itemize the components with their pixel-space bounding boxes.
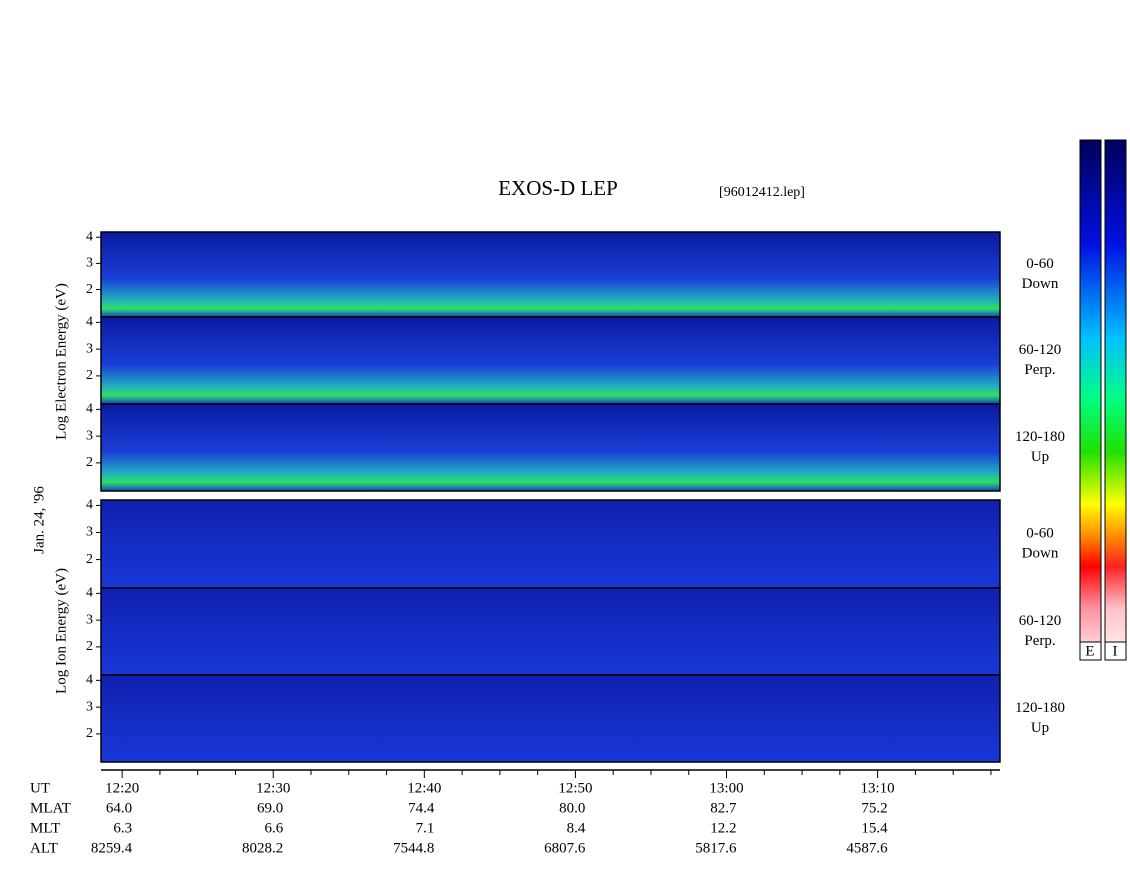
ephemeris-value: 80.0 [559,800,585,816]
ephemeris-value: 74.4 [408,800,435,816]
ephemeris-value: 8.4 [567,820,586,836]
y-tick-label: 4 [86,498,93,513]
panel-direction: Down [1022,545,1059,561]
ephemeris-value: 8259.4 [91,840,133,856]
panel-angle: 60-120 [1019,613,1062,629]
ephemeris-value: 64.0 [106,800,132,816]
x-tick-label: 13:00 [709,780,743,796]
ephemeris-value: 15.4 [861,820,888,836]
y-tick-label: 3 [86,699,93,714]
y-tick-label: 3 [86,341,93,356]
ephemeris-name: MLT [30,820,60,836]
ephemeris-value: 12.2 [710,820,736,836]
spectrogram-panel [100,587,1001,676]
spectrogram-panel [100,403,1001,492]
x-tick-label: 13:10 [861,780,895,796]
panel-direction: Perp. [1024,633,1055,649]
panel-angle: 0-60 [1026,256,1054,272]
colorbar-label: E [1085,643,1094,659]
x-tick-label: 12:40 [407,780,441,796]
spectrogram-panel [100,316,1001,405]
group-label: Log Electron Energy (eV) [53,283,69,440]
ephemeris-value: 4587.6 [846,840,888,856]
colorbar-label-box [1079,641,1102,661]
y-tick-label: 4 [86,673,93,688]
spectrogram-panel [100,231,1001,318]
panel-angle: 0-60 [1026,525,1054,541]
ephemeris-name: MLAT [30,800,71,816]
panel-direction: Up [1031,449,1049,465]
x-tick-label: 12:50 [558,780,592,796]
y-tick-label: 2 [86,455,93,470]
panel-angle: 60-120 [1019,342,1062,358]
spectrogram-panel [100,499,1001,589]
y-tick-label: 3 [86,428,93,443]
file-name: [96012412.lep] [719,185,805,200]
ephemeris-name: ALT [30,840,58,856]
date-label: Jan. 24, '96 [31,486,47,554]
y-tick-label: 2 [86,368,93,383]
y-tick-label: 2 [86,552,93,567]
x-tick-label: 12:20 [105,780,139,796]
panel-angle: 120-180 [1015,429,1065,445]
ephemeris-value: 8028.2 [242,840,283,856]
y-tick-label: 4 [86,586,93,601]
panel-direction: Down [1022,276,1059,292]
y-tick-label: 3 [86,612,93,627]
title: EXOS-D LEP [498,176,618,200]
y-tick-label: 4 [86,315,93,330]
ephemeris-value: 7.1 [416,820,435,836]
colorbar [1079,139,1102,661]
panel-direction: Perp. [1024,362,1055,378]
ephemeris-value: 5817.6 [695,840,737,856]
colorbar-label-box [1104,641,1127,661]
y-tick-label: 3 [86,525,93,540]
y-tick-label: 4 [86,229,93,244]
x-tick-label: 12:30 [256,780,290,796]
y-tick-label: 2 [86,639,93,654]
colorbar-label: I [1113,643,1118,659]
ephemeris-value: 82.7 [710,800,737,816]
ephemeris-value: 6807.6 [544,840,586,856]
group-label: Log Ion Energy (eV) [53,568,69,694]
panel-angle: 120-180 [1015,700,1065,716]
colorbar [1104,139,1127,661]
ephemeris-value: 69.0 [257,800,283,816]
y-tick-label: 2 [86,282,93,297]
y-tick-label: 2 [86,726,93,741]
y-tick-label: 4 [86,402,93,417]
y-tick-label: 3 [86,256,93,271]
ephemeris-value: 6.3 [113,820,132,836]
spectrogram-panel [100,674,1001,763]
ephemeris-name: UT [30,780,50,796]
ephemeris-value: 7544.8 [393,840,434,856]
ephemeris-value: 75.2 [861,800,887,816]
ephemeris-value: 6.6 [264,820,283,836]
panel-direction: Up [1031,720,1049,736]
